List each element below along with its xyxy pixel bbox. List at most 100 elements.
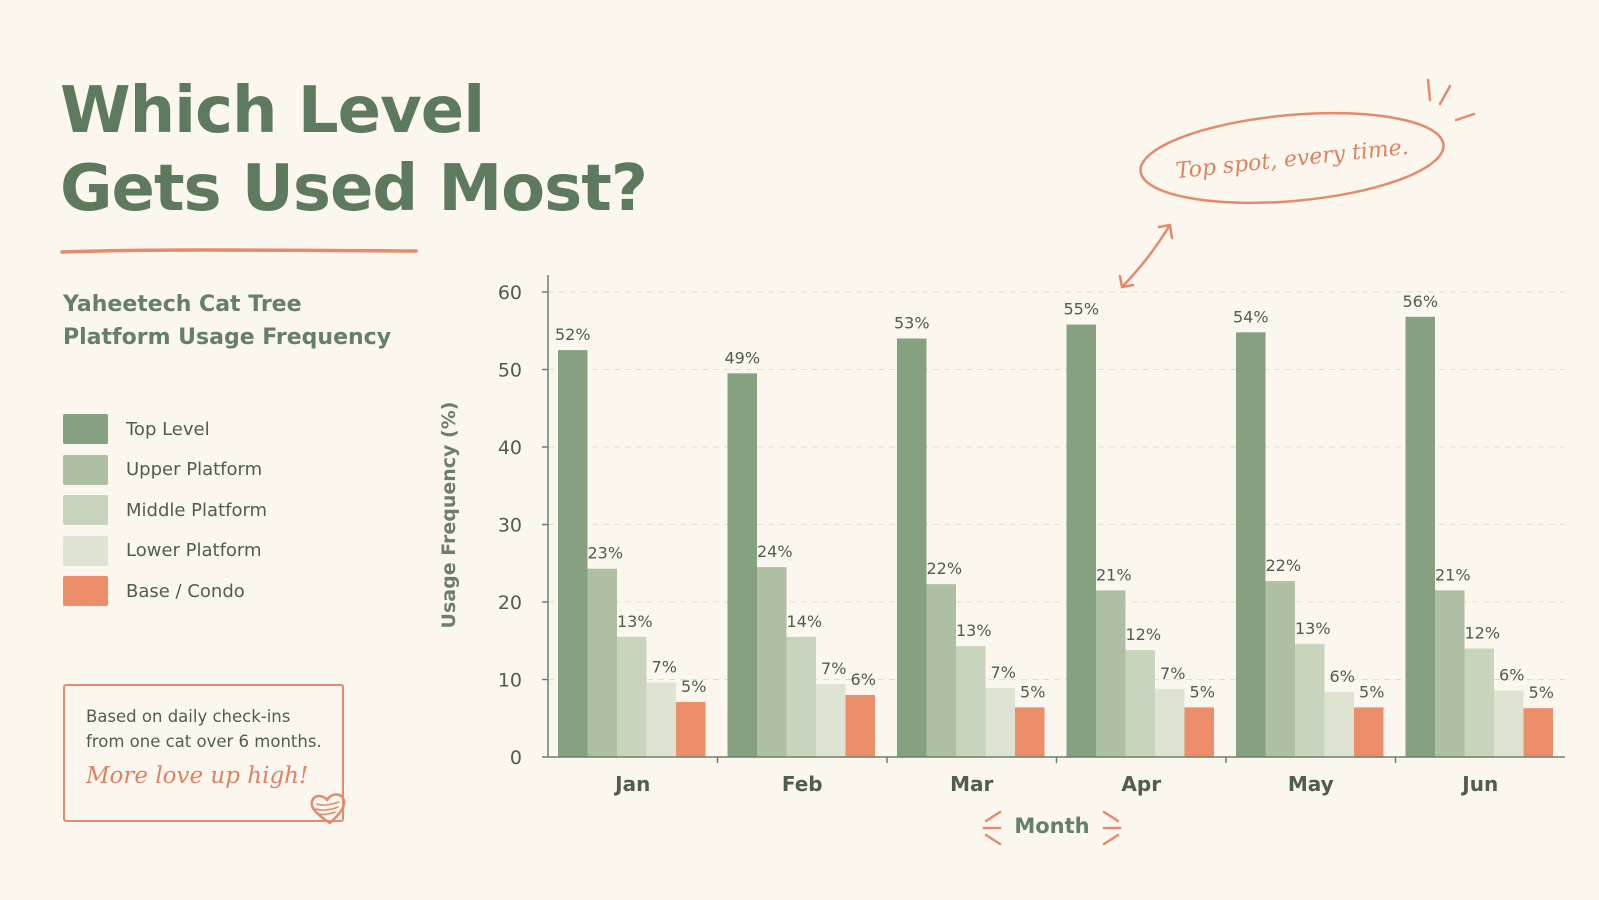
bar-middle-platform-jan <box>617 636 647 757</box>
bar-base-condo-apr <box>1184 707 1214 757</box>
bar-lower-platform-jan <box>646 682 676 757</box>
title-line-2: Gets Used Most? <box>60 152 648 226</box>
legend-swatch <box>63 495 108 525</box>
y-tick-label: 60 <box>498 282 522 304</box>
legend-item-top-level: Top Level <box>63 414 267 444</box>
data-label: 6% <box>1330 667 1355 686</box>
data-label: 21% <box>1096 565 1132 584</box>
legend: Top Level Upper Platform Middle Platform… <box>63 414 267 617</box>
bar-top-level-jan <box>558 350 588 757</box>
bar-base-condo-mar <box>1015 707 1045 757</box>
data-label: 54% <box>1233 307 1269 326</box>
data-label: 5% <box>1020 682 1045 701</box>
bar-lower-platform-feb <box>816 684 846 757</box>
legend-label: Upper Platform <box>126 459 263 480</box>
bar-top-level-apr <box>1066 324 1096 757</box>
x-tick-label: Apr <box>1121 772 1161 796</box>
bar-lower-platform-apr <box>1155 688 1185 757</box>
y-tick-label: 20 <box>498 592 522 614</box>
bar-lower-platform-may <box>1324 691 1354 757</box>
subtitle-line-1: Yaheetech Cat Tree <box>63 292 302 317</box>
data-label: 56% <box>1402 292 1438 311</box>
legend-label: Middle Platform <box>126 499 268 521</box>
legend-swatch <box>63 535 108 566</box>
legend-label: Top Level <box>126 418 210 440</box>
data-label: 5% <box>1190 682 1215 701</box>
y-tick-label: 0 <box>510 747 522 769</box>
data-label: 13% <box>617 612 653 631</box>
data-label: 21% <box>1435 565 1471 584</box>
grid-lines <box>548 291 1565 680</box>
data-label: 5% <box>681 677 706 696</box>
bar-top-level-mar <box>897 338 927 757</box>
bar-upper-platform-jun <box>1435 590 1465 757</box>
data-label: 12% <box>1125 625 1161 644</box>
data-label: 6% <box>851 670 876 689</box>
x-tick-label: May <box>1288 772 1334 796</box>
data-labels: 52%23%13%7%5%49%24%14%7%6%53%22%13%7%5%5… <box>555 292 1554 702</box>
data-label: 14% <box>786 612 822 631</box>
double-arrow-icon <box>1118 223 1174 289</box>
legend-swatch <box>63 454 108 485</box>
legend-item-base-condo: Base / Condo <box>63 576 267 606</box>
x-axis: Jan Feb Mar Apr May Jun <box>548 756 1565 796</box>
bar-middle-platform-may <box>1295 643 1325 757</box>
bar-lower-platform-mar <box>985 688 1015 757</box>
note-line-2: from one cat over 6 months. <box>86 732 322 751</box>
sparkle-icon <box>1426 78 1476 122</box>
x-axis-label-left-dashes <box>982 810 1002 846</box>
y-tick-label: 40 <box>498 437 522 459</box>
note-line-1: Based on daily check-ins <box>86 707 291 726</box>
bar-middle-platform-feb <box>786 636 816 757</box>
data-label: 52% <box>555 325 591 344</box>
x-tick-label: Feb <box>782 772 823 796</box>
y-tick-label: 50 <box>498 360 522 382</box>
data-label: 13% <box>956 621 992 640</box>
bar-upper-platform-feb <box>757 567 787 757</box>
bar-upper-platform-may <box>1265 581 1295 757</box>
data-label: 23% <box>587 544 623 563</box>
y-tick-label: 10 <box>498 670 522 692</box>
data-label: 24% <box>757 542 793 561</box>
callout: Top spot, every time. <box>1118 78 1476 289</box>
heart-icon <box>310 793 346 825</box>
callout-ellipse <box>1139 111 1445 205</box>
callout-text: Top spot, every time. <box>1175 135 1410 184</box>
bar-top-level-jun <box>1405 316 1435 757</box>
data-label: 7% <box>821 659 846 678</box>
data-label: 53% <box>894 314 930 333</box>
data-label: 7% <box>652 658 677 677</box>
bar-lower-platform-jun <box>1494 690 1524 757</box>
data-label: 5% <box>1529 683 1554 702</box>
x-tick-label: Mar <box>950 772 993 796</box>
x-axis-label: Month <box>1014 814 1089 838</box>
data-label: 49% <box>724 348 760 367</box>
data-label: 7% <box>1160 664 1185 683</box>
bar-middle-platform-jun <box>1464 648 1494 757</box>
data-label: 5% <box>1359 682 1384 701</box>
legend-item-upper-platform: Upper Platform <box>63 454 267 485</box>
data-label: 7% <box>991 663 1016 682</box>
legend-label: Base / Condo <box>126 580 245 602</box>
bar-middle-platform-apr <box>1125 650 1155 757</box>
bar-base-condo-feb <box>845 695 875 757</box>
bar-top-level-may <box>1236 332 1266 757</box>
title-underline <box>60 248 418 254</box>
note-text: Based on daily check-ins from one cat ov… <box>86 704 336 754</box>
page-title: Which Level Gets Used Most? <box>60 72 648 228</box>
data-label: 55% <box>1063 300 1099 319</box>
note-handwritten: More love up high! <box>86 763 309 789</box>
bar-upper-platform-mar <box>926 584 956 757</box>
bar-base-condo-jun <box>1523 708 1553 757</box>
data-label: 13% <box>1295 619 1331 638</box>
bar-base-condo-jan <box>676 701 706 757</box>
bar-upper-platform-apr <box>1096 590 1126 757</box>
bar-base-condo-may <box>1354 707 1384 757</box>
subtitle-line-2: Platform Usage Frequency <box>63 325 392 350</box>
legend-swatch <box>63 414 108 444</box>
legend-label: Lower Platform <box>126 540 262 561</box>
data-label: 22% <box>1265 556 1301 575</box>
y-axis-label: Usage Frequency (%) <box>438 402 460 629</box>
y-tick-label: 30 <box>498 515 522 537</box>
